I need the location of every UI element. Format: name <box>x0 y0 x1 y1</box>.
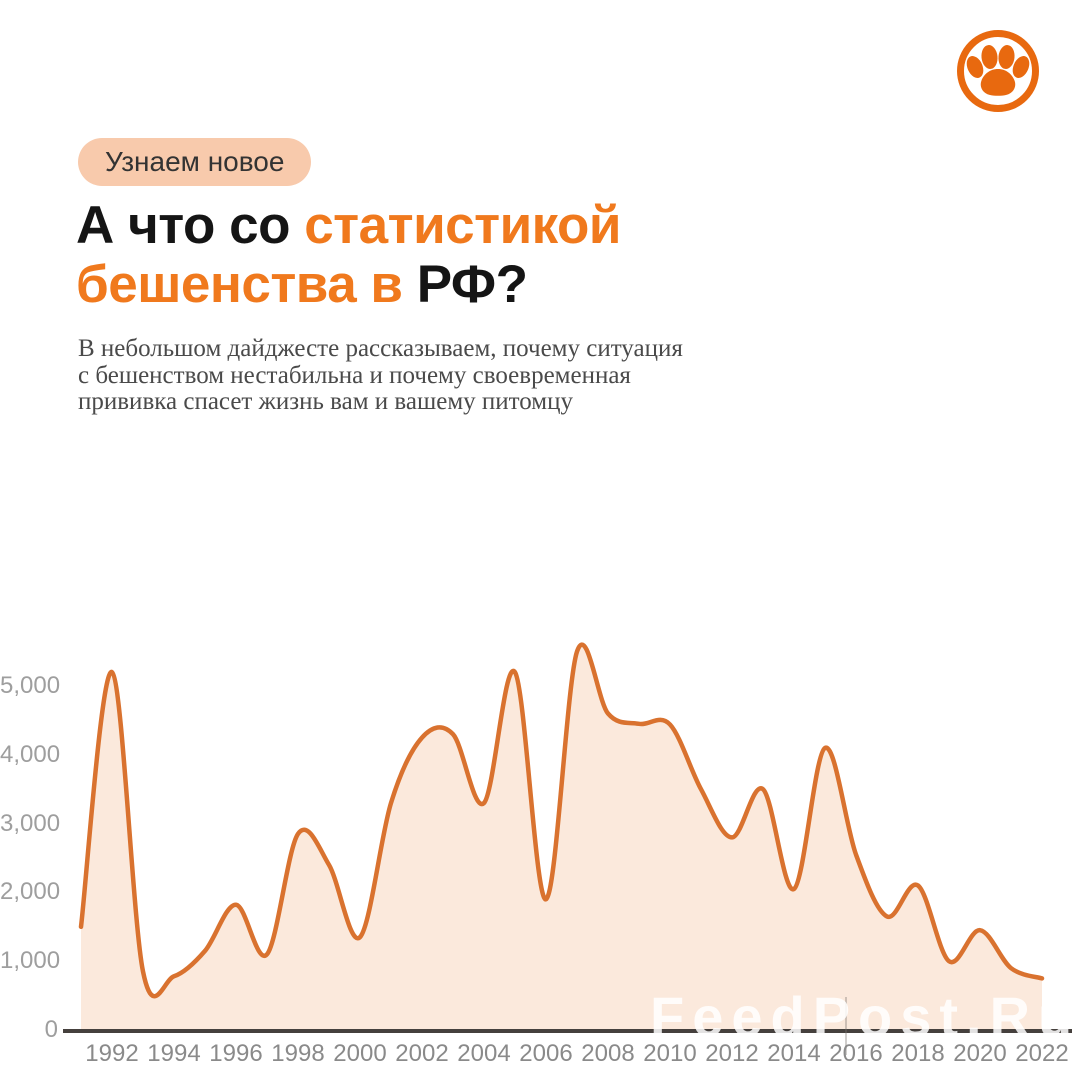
y-tick-label: 2,000 <box>0 878 61 906</box>
x-tick-label: 2004 <box>457 1040 511 1067</box>
title-segment: А что со <box>76 196 305 255</box>
x-tick-label: 2014 <box>767 1040 821 1067</box>
paw-icon <box>957 30 1039 112</box>
x-tick-label: 2010 <box>643 1040 697 1067</box>
x-tick-label: 1992 <box>85 1040 139 1067</box>
x-tick-label: 2008 <box>581 1040 635 1067</box>
x-axis-line <box>63 1029 1072 1033</box>
y-tick-label: 4,000 <box>0 740 61 768</box>
x-tick-label: 2006 <box>519 1040 573 1067</box>
watermark-divider <box>845 997 847 1055</box>
x-tick-label: 2022 <box>1015 1040 1069 1067</box>
x-tick-label: 2020 <box>953 1040 1007 1067</box>
y-tick-label: 1,000 <box>0 947 61 975</box>
chart-line <box>78 642 1045 999</box>
x-tick-label: 2012 <box>705 1040 759 1067</box>
subtitle-line: В небольшом дайджесте рассказываем, поче… <box>78 335 683 362</box>
title-segment: бешенства в <box>76 255 417 314</box>
x-tick-label: 2000 <box>333 1040 387 1067</box>
subtitle-line: прививка спасет жизнь вам и вашему питом… <box>78 388 573 415</box>
y-tick-label: 3,000 <box>0 809 61 837</box>
x-tick-label: 2018 <box>891 1040 945 1067</box>
title-line: А что со статистикой <box>76 196 776 255</box>
x-tick-label: 2002 <box>395 1040 449 1067</box>
title-line: бешенства в РФ? <box>76 255 776 314</box>
y-tick-label: 5,000 <box>0 672 61 699</box>
title-segment: РФ? <box>416 255 528 314</box>
chart-area-fill <box>81 644 1042 1030</box>
watermark: FeedPost.Ru <box>650 985 1080 1048</box>
x-tick-label: 1994 <box>147 1040 201 1067</box>
x-tick-label: 1996 <box>209 1040 263 1067</box>
title-segment: статистикой <box>304 196 621 255</box>
page-title: А что со статистикой бешенства в РФ? <box>76 196 776 314</box>
category-badge: Узнаем новое <box>78 138 312 186</box>
x-tick-label: 2016 <box>829 1040 883 1067</box>
page-subtitle: В небольшом дайджесте рассказываем, поче… <box>78 335 938 416</box>
category-badge-label: Узнаем новое <box>105 146 285 177</box>
subtitle-line: с бешенством нестабильна и почему своевр… <box>78 361 631 389</box>
x-tick-label: 1998 <box>271 1040 325 1067</box>
y-tick-label: 0 <box>44 1016 58 1043</box>
